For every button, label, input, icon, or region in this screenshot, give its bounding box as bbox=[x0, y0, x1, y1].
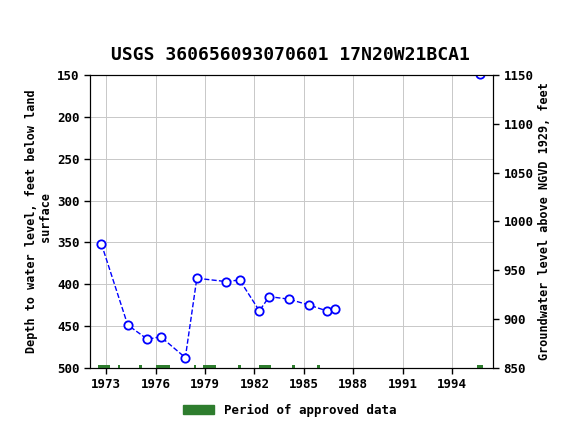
Bar bbox=[317, 365, 320, 371]
Bar bbox=[292, 365, 295, 371]
Bar bbox=[98, 365, 110, 371]
Bar bbox=[204, 365, 216, 371]
Bar bbox=[139, 365, 142, 371]
Bar bbox=[477, 365, 483, 371]
Y-axis label: Groundwater level above NGVD 1929, feet: Groundwater level above NGVD 1929, feet bbox=[538, 83, 550, 360]
Bar bbox=[194, 365, 196, 371]
Y-axis label: Depth to water level, feet below land
 surface: Depth to water level, feet below land su… bbox=[25, 89, 53, 353]
Text: ≋USGS: ≋USGS bbox=[9, 18, 90, 38]
Legend: Period of approved data: Period of approved data bbox=[178, 399, 402, 422]
Bar bbox=[238, 365, 241, 371]
Bar bbox=[118, 365, 120, 371]
Text: USGS 360656093070601 17N20W21BCA1: USGS 360656093070601 17N20W21BCA1 bbox=[111, 46, 469, 64]
Bar bbox=[259, 365, 271, 371]
Bar bbox=[155, 365, 170, 371]
